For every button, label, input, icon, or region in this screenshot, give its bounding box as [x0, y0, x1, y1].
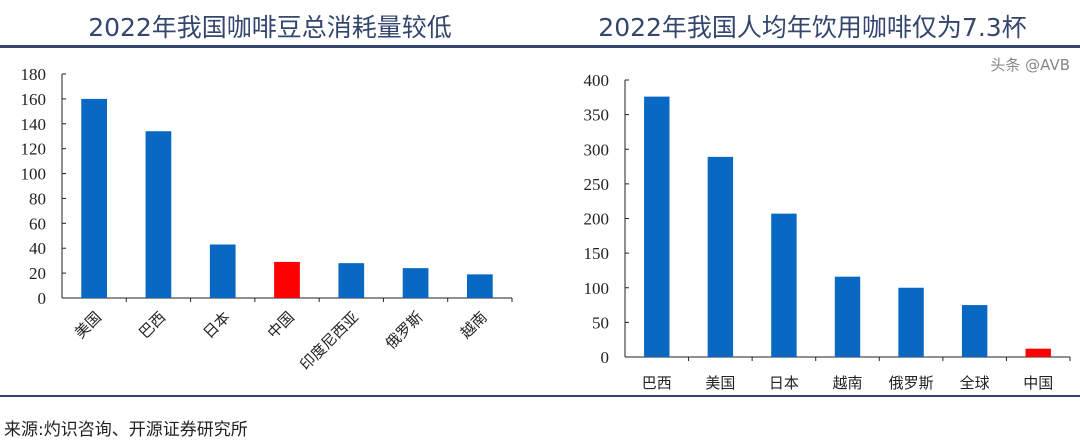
chart1-bar-巴西: [644, 96, 670, 358]
source-note: 来源:灼识咨询、开源证券研究所: [4, 420, 248, 440]
chart0-bar-巴西: [145, 131, 172, 298]
chart1-y-tick-label: 50: [592, 313, 609, 332]
footer-divider: [0, 395, 1080, 397]
chart1-x-label: 巴西: [642, 374, 672, 392]
chart0-x-label: 美国: [71, 308, 105, 342]
chart1-bar-美国: [707, 156, 734, 357]
chart1-x-label: 美国: [705, 374, 735, 392]
chart0-y-tick-label: 180: [21, 65, 47, 84]
chart1-y-tick-label: 200: [584, 210, 610, 229]
chart0-x-label: 越南: [457, 308, 491, 342]
chart1-x-label: 越南: [832, 374, 862, 392]
title-divider: [0, 45, 1080, 48]
chart0-bar-越南: [467, 274, 493, 298]
chart0-bar-印度尼西亚: [338, 263, 365, 298]
chart1-y-tick-label: 300: [584, 140, 610, 159]
chart0-y-tick-label: 140: [21, 115, 47, 134]
chart1-bar-越南: [834, 276, 861, 357]
chart0-y-tick-label: 160: [21, 90, 47, 109]
chart0-bar-中国: [274, 261, 300, 298]
chart0-bar-日本: [209, 244, 236, 298]
chart1-y-tick-label: 400: [584, 71, 610, 90]
chart0-x-label: 俄罗斯: [382, 308, 427, 353]
chart1-x-label: 中国: [1023, 374, 1053, 392]
chart0-y-tick-label: 20: [29, 264, 46, 283]
chart0-y-tick-label: 0: [38, 289, 47, 308]
chart1-y-tick-label: 250: [584, 175, 610, 194]
chart0-y-tick-label: 40: [29, 239, 46, 258]
right-chart-title: 2022年我国人均年饮用咖啡仅为7.3杯: [598, 13, 1027, 42]
watermark: 头条 @AVB: [990, 56, 1070, 74]
chart1-y-tick-label: 0: [601, 348, 610, 367]
chart1-bar-全球: [961, 305, 988, 357]
chart1-x-label: 俄罗斯: [889, 374, 934, 392]
chart0-x-label: 日本: [200, 308, 234, 342]
chart1-y-tick-label: 100: [584, 279, 610, 298]
chart1-x-label: 日本: [769, 374, 799, 392]
chart0-y-tick-label: 120: [21, 140, 47, 159]
chart0-y-tick-label: 100: [21, 165, 47, 184]
chart1-x-label: 全球: [960, 374, 990, 392]
chart1-bar-俄罗斯: [898, 287, 924, 357]
chart0-x-label: 印度尼西亚: [296, 308, 362, 374]
chart0-y-tick-label: 80: [29, 189, 46, 208]
chart1-y-tick-label: 150: [584, 244, 610, 263]
chart0-x-label: 巴西: [135, 308, 169, 342]
chart0-bar-美国: [81, 98, 107, 298]
chart1-y-tick-label: 350: [584, 106, 610, 125]
chart0-x-label: 中国: [264, 308, 298, 342]
chart1-bar-日本: [771, 213, 797, 357]
chart1-bar-中国: [1025, 348, 1051, 357]
chart0-y-tick-label: 60: [29, 214, 46, 233]
left-chart-title: 2022年我国咖啡豆总消耗量较低: [88, 13, 452, 42]
chart0-bar-俄罗斯: [402, 268, 429, 298]
